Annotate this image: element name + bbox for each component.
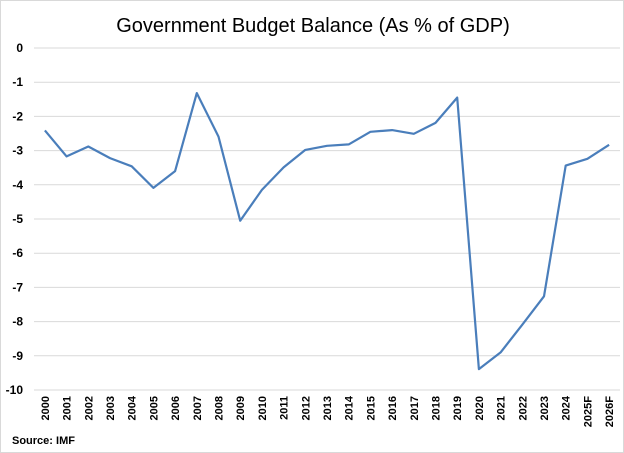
y-tick-label: -4 [12, 178, 23, 192]
x-tick-label: 2002 [83, 396, 95, 420]
x-tick-label: 2005 [148, 396, 160, 420]
x-tick-label: 2011 [279, 396, 291, 420]
x-tick-label: 2020 [474, 396, 486, 420]
x-tick-label: 2001 [62, 396, 74, 420]
source-note: Source: IMF [12, 435, 75, 447]
x-tick-label: 2004 [127, 395, 139, 420]
y-tick-label: -9 [12, 349, 23, 363]
y-tick-label: -8 [12, 315, 23, 329]
y-tick-label: 0 [16, 41, 23, 55]
y-tick-label: -3 [12, 144, 23, 158]
series-line [44, 91, 610, 371]
x-tick-label: 2008 [213, 396, 225, 420]
x-tick-label: 2006 [170, 396, 182, 420]
x-tick-label: 2010 [257, 396, 269, 420]
x-tick-label: 2013 [322, 396, 334, 420]
x-tick-label: 2016 [387, 396, 399, 420]
x-tick-label: 2019 [452, 396, 464, 420]
y-tick-label: -7 [12, 280, 23, 294]
x-tick-label: 2014 [344, 395, 356, 420]
x-tick-label: 2025F [582, 396, 594, 427]
x-tick-label: 2012 [300, 396, 312, 420]
x-tick-label: 2021 [496, 396, 508, 420]
x-tick-label: 2017 [409, 396, 421, 420]
x-tick-label: 2009 [235, 396, 247, 420]
x-tick-label: 2018 [431, 396, 443, 420]
y-tick-label: -1 [12, 75, 23, 89]
y-tick-label: -2 [12, 109, 23, 123]
x-tick-label: 2003 [105, 396, 117, 420]
x-tick-label: 2024 [561, 395, 573, 420]
x-tick-label: 2015 [365, 396, 377, 420]
x-tick-label: 2026F [604, 396, 616, 427]
y-tick-label: -5 [12, 212, 23, 226]
y-tick-label: -10 [6, 383, 24, 397]
x-tick-label: 2022 [517, 396, 529, 420]
x-tick-label: 2000 [40, 396, 52, 420]
x-tick-label: 2023 [539, 396, 551, 420]
x-tick-label: 2007 [192, 396, 204, 420]
y-tick-label: -6 [12, 246, 23, 260]
chart-title: Government Budget Balance (As % of GDP) [116, 15, 510, 37]
